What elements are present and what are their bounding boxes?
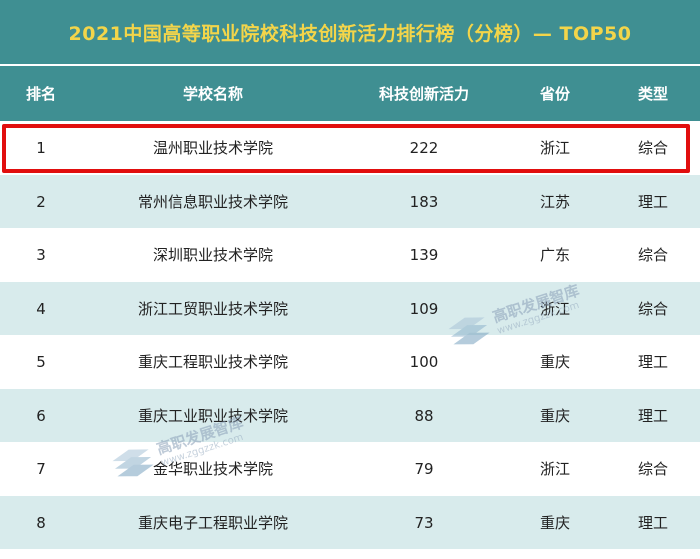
cell-innovation-score: 139 [409, 245, 439, 264]
table-title: 2021中国高等职业院校科技创新活力排行榜（分榜）— TOP50 [68, 22, 632, 45]
cell-rank: 1 [36, 138, 46, 157]
cell-innovation-score: 183 [409, 192, 439, 211]
cell-type: 综合 [637, 300, 668, 318]
header-province: 省份 [539, 85, 570, 103]
cell-school-name: 温州职业技术学院 [152, 139, 273, 157]
cell-rank: 7 [36, 459, 46, 478]
cell-type: 理工 [637, 407, 668, 425]
cell-school-name: 重庆电子工程职业学院 [137, 514, 288, 532]
cell-province: 浙江 [539, 460, 570, 478]
table-row: 6 重庆工业职业技术学院 88 重庆 理工 [0, 389, 700, 442]
cell-province: 重庆 [539, 407, 570, 425]
cell-innovation-score: 109 [409, 299, 439, 318]
cell-school-name: 金华职业技术学院 [152, 460, 273, 478]
cell-province: 浙江 [539, 300, 570, 318]
header-innovation-score: 科技创新活力 [378, 85, 469, 103]
table-row: 3 深圳职业技术学院 139 广东 综合 [0, 228, 700, 281]
cell-school-name: 常州信息职业技术学院 [137, 193, 288, 211]
cell-rank: 4 [36, 299, 46, 318]
cell-rank: 3 [36, 245, 46, 264]
cell-type: 理工 [637, 514, 668, 532]
cell-type: 综合 [637, 246, 668, 264]
cell-type: 综合 [637, 460, 668, 478]
cell-rank: 2 [36, 192, 46, 211]
cell-innovation-score: 88 [414, 406, 434, 425]
cell-school-name: 重庆工程职业技术学院 [137, 353, 288, 371]
table-row: 4 浙江工贸职业技术学院 109 浙江 综合 [0, 282, 700, 335]
table-row: 7 金华职业技术学院 79 浙江 综合 [0, 442, 700, 495]
cell-province: 重庆 [539, 353, 570, 371]
table-row: 8 重庆电子工程职业学院 73 重庆 理工 [0, 496, 700, 549]
cell-rank: 6 [36, 406, 46, 425]
cell-province: 重庆 [539, 514, 570, 532]
table-title-bar: 2021中国高等职业院校科技创新活力排行榜（分榜）— TOP50 [0, 0, 700, 64]
table-row: 5 重庆工程职业技术学院 100 重庆 理工 [0, 335, 700, 388]
cell-innovation-score: 100 [409, 352, 439, 371]
cell-province: 江苏 [539, 193, 570, 211]
table-header-row: 排名 学校名称 科技创新活力 省份 类型 [0, 66, 700, 121]
cell-school-name: 重庆工业职业技术学院 [137, 407, 288, 425]
cell-school-name: 深圳职业技术学院 [152, 246, 273, 264]
table-row: 2 常州信息职业技术学院 183 江苏 理工 [0, 175, 700, 228]
table-row: 1 温州职业技术学院 222 浙江 综合 [0, 121, 700, 174]
cell-type: 理工 [637, 193, 668, 211]
header-type: 类型 [637, 85, 668, 103]
cell-province: 浙江 [539, 139, 570, 157]
cell-innovation-score: 73 [414, 513, 434, 532]
cell-innovation-score: 222 [409, 138, 439, 157]
cell-rank: 8 [36, 513, 46, 532]
cell-rank: 5 [36, 352, 46, 371]
cell-type: 理工 [637, 353, 668, 371]
header-school-name: 学校名称 [182, 85, 243, 103]
cell-type: 综合 [637, 139, 668, 157]
cell-innovation-score: 79 [414, 459, 434, 478]
header-rank: 排名 [25, 85, 56, 103]
cell-school-name: 浙江工贸职业技术学院 [137, 300, 288, 318]
cell-province: 广东 [539, 246, 570, 264]
